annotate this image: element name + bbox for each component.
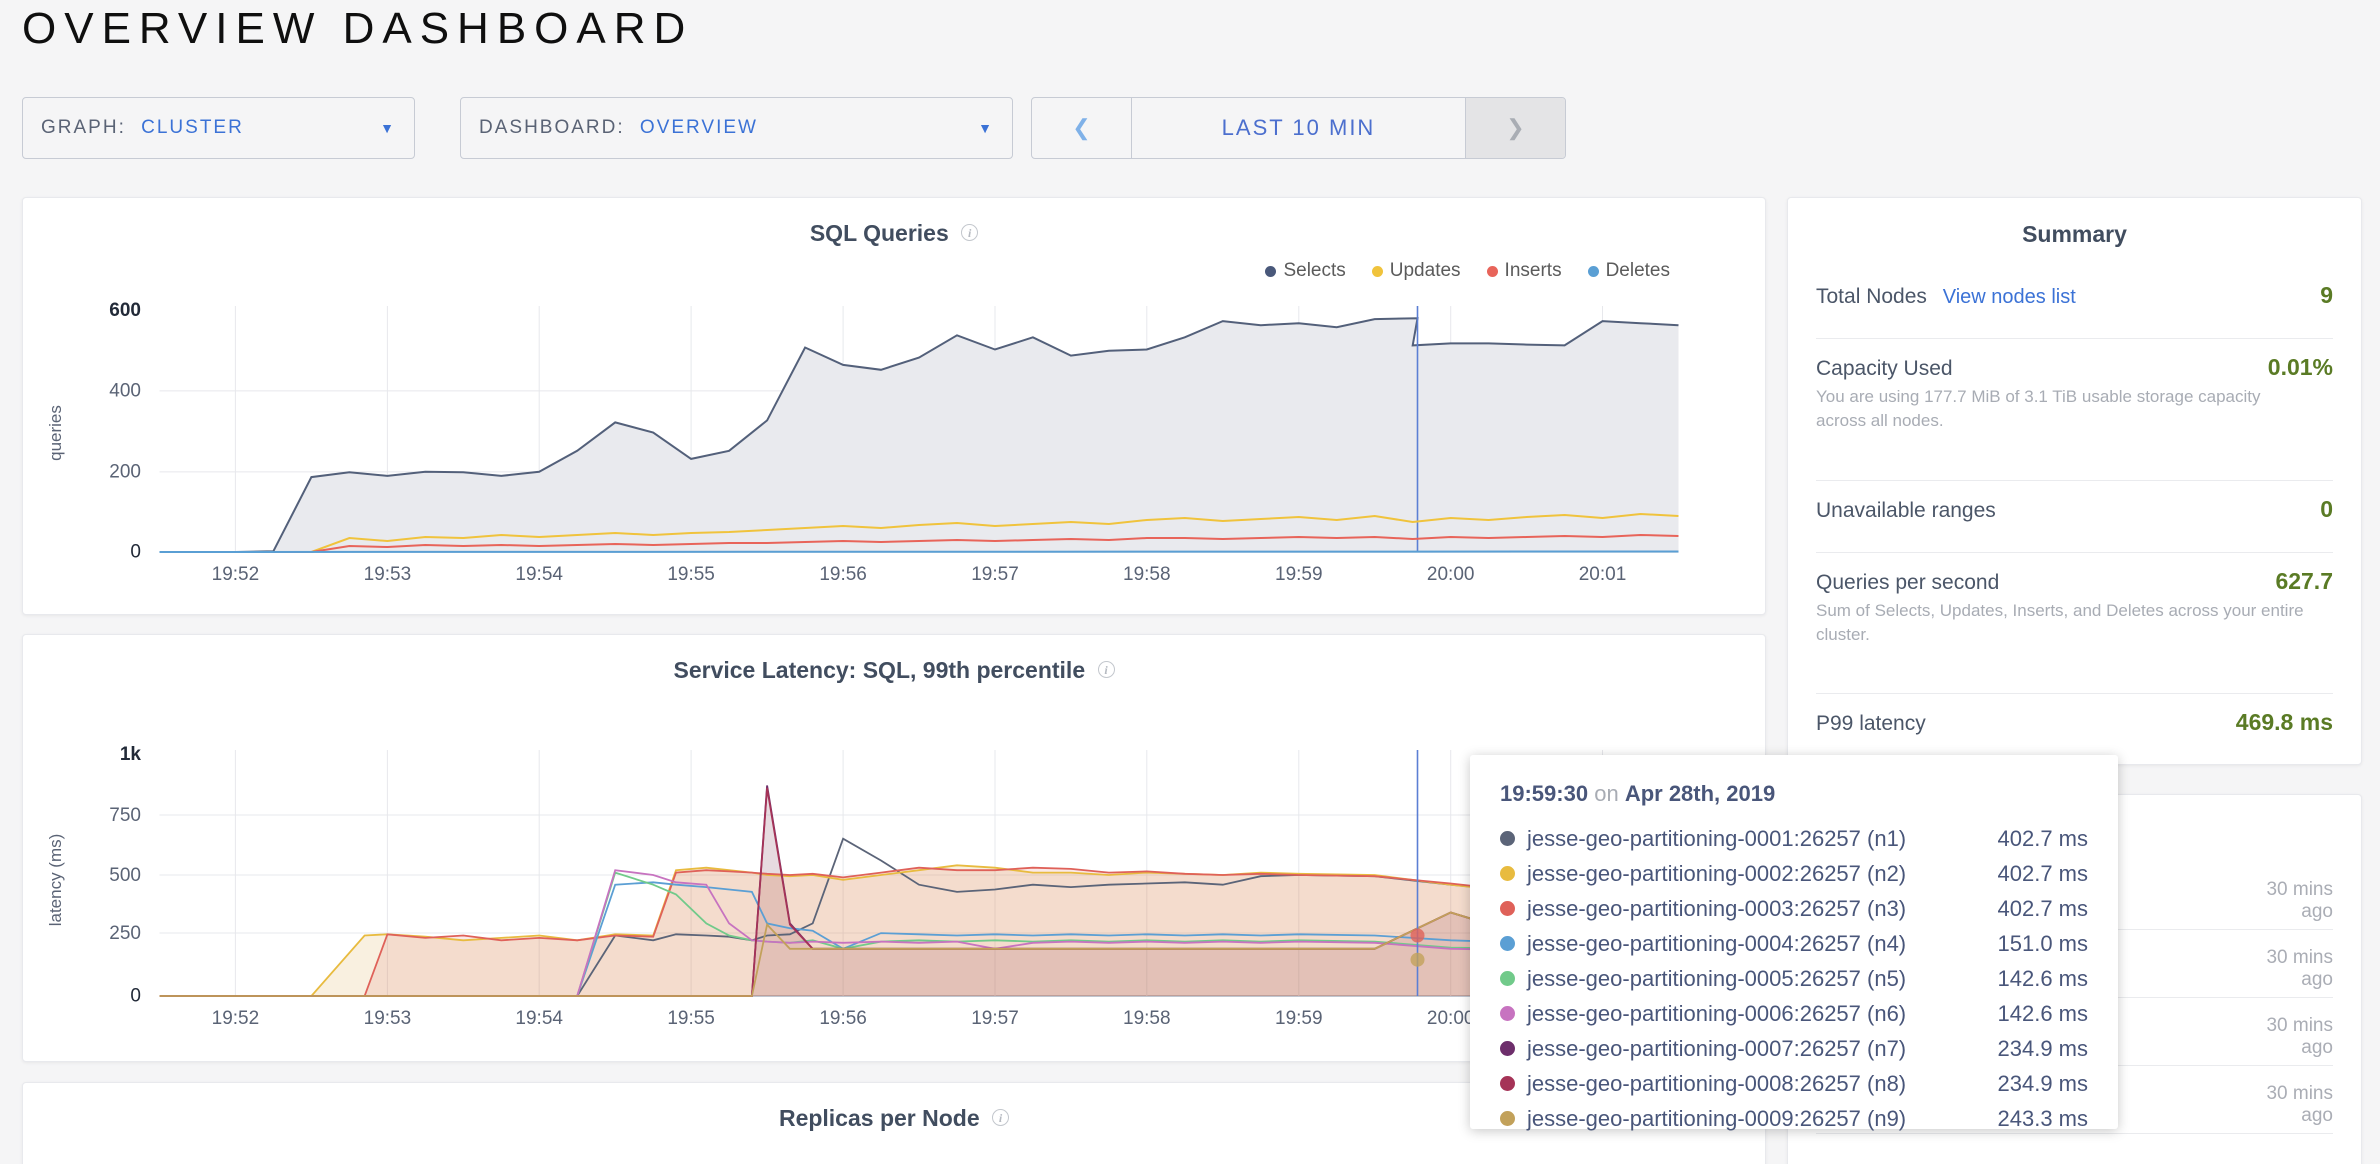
svg-text:19:58: 19:58: [1123, 1008, 1171, 1029]
svg-text:19:59: 19:59: [1275, 564, 1323, 585]
svg-text:500: 500: [109, 865, 141, 886]
svg-text:19:55: 19:55: [667, 564, 715, 585]
svg-text:0: 0: [130, 542, 141, 563]
svg-text:19:57: 19:57: [971, 1008, 1019, 1029]
svg-text:19:57: 19:57: [971, 564, 1019, 585]
svg-text:600: 600: [109, 300, 141, 321]
svg-text:400: 400: [109, 381, 141, 402]
svg-text:200: 200: [109, 462, 141, 483]
svg-text:19:52: 19:52: [212, 564, 260, 585]
svg-text:20:00: 20:00: [1427, 564, 1475, 585]
svg-text:19:52: 19:52: [212, 1008, 260, 1029]
svg-text:750: 750: [109, 805, 141, 826]
svg-text:19:56: 19:56: [819, 1008, 867, 1029]
svg-text:19:59: 19:59: [1275, 1008, 1323, 1029]
svg-text:19:54: 19:54: [515, 1008, 563, 1029]
svg-text:20:01: 20:01: [1579, 564, 1627, 585]
svg-text:latency (ms): latency (ms): [46, 834, 65, 927]
svg-text:queries: queries: [46, 405, 65, 461]
svg-text:1k: 1k: [120, 744, 142, 765]
svg-text:19:53: 19:53: [364, 564, 412, 585]
svg-text:19:58: 19:58: [1123, 564, 1171, 585]
svg-text:0: 0: [130, 986, 141, 1007]
svg-text:19:55: 19:55: [667, 1008, 715, 1029]
svg-text:20:00: 20:00: [1427, 1008, 1475, 1029]
svg-text:19:54: 19:54: [515, 564, 563, 585]
svg-text:19:56: 19:56: [819, 564, 867, 585]
svg-text:250: 250: [109, 923, 141, 944]
svg-text:19:53: 19:53: [364, 1008, 412, 1029]
